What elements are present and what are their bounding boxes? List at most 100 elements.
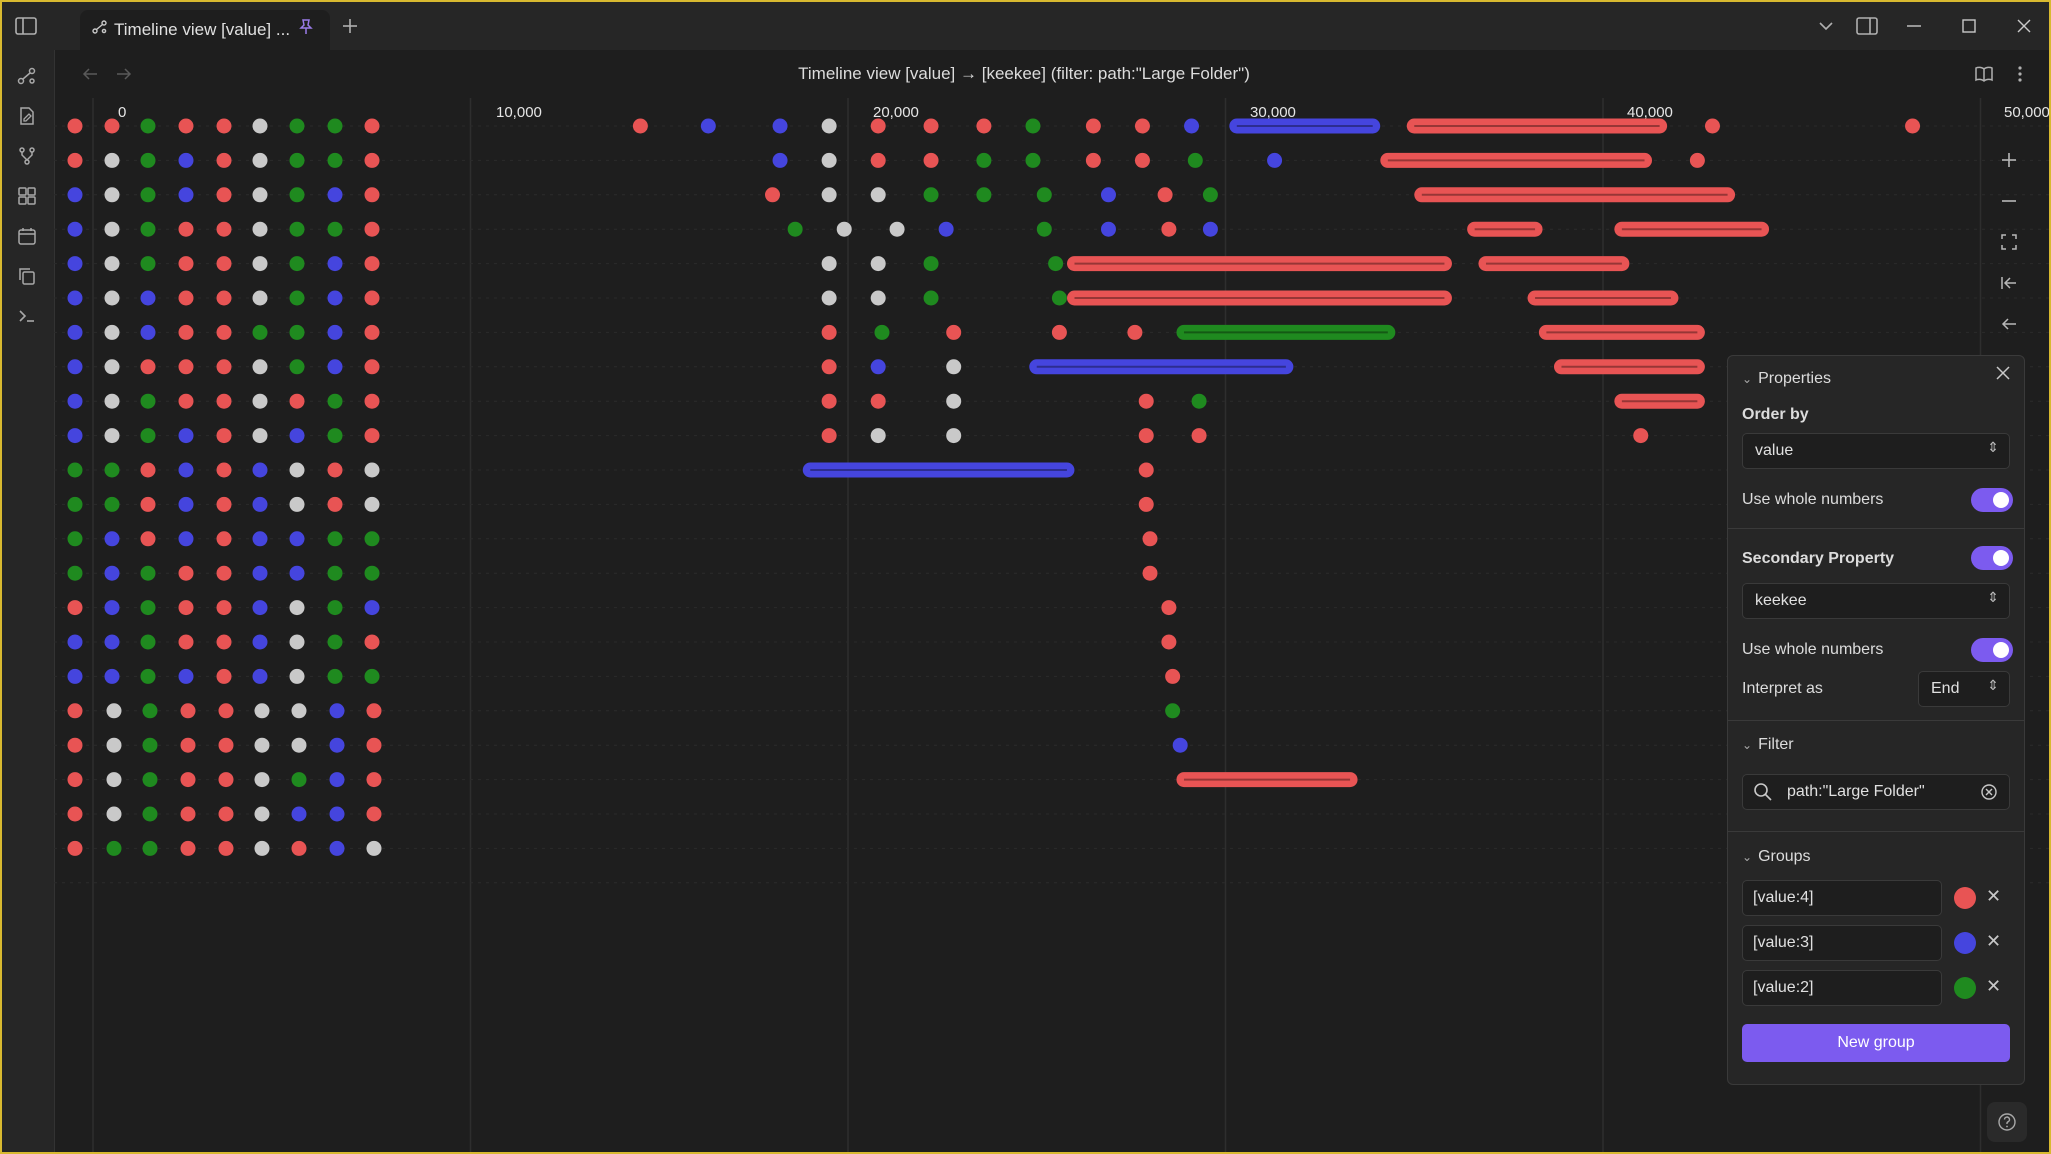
timeline-point[interactable]	[254, 772, 270, 788]
timeline-point[interactable]	[870, 393, 886, 409]
timeline-point[interactable]	[364, 324, 380, 340]
timeline-point[interactable]	[821, 256, 837, 272]
timeline-point[interactable]	[178, 462, 194, 478]
new-note-icon[interactable]	[15, 104, 39, 128]
timeline-point[interactable]	[366, 772, 382, 788]
timeline-point[interactable]	[364, 600, 380, 616]
timeline-point[interactable]	[67, 393, 83, 409]
timeline-point[interactable]	[364, 496, 380, 512]
graph-icon[interactable]	[15, 64, 39, 88]
timeline-point[interactable]	[1191, 428, 1207, 444]
timeline-point[interactable]	[364, 428, 380, 444]
timeline-point[interactable]	[216, 600, 232, 616]
timeline-point[interactable]	[252, 428, 268, 444]
timeline-point[interactable]	[289, 565, 305, 581]
timeline-range[interactable]	[1614, 393, 1705, 409]
timeline-point[interactable]	[104, 428, 120, 444]
tab-timeline[interactable]: Timeline view [value] ...	[80, 10, 330, 50]
timeline-range[interactable]	[1467, 221, 1543, 237]
pin-icon[interactable]	[298, 18, 314, 41]
timeline-point[interactable]	[1036, 187, 1052, 203]
timeline-point[interactable]	[254, 840, 270, 856]
timeline-point[interactable]	[140, 359, 156, 375]
timeline-point[interactable]	[67, 772, 83, 788]
timeline-point[interactable]	[364, 359, 380, 375]
timeline-point[interactable]	[178, 187, 194, 203]
remove-group-icon[interactable]: ✕	[1986, 931, 2002, 951]
timeline-point[interactable]	[178, 634, 194, 650]
timeline-point[interactable]	[327, 600, 343, 616]
group-query-input[interactable]: [value:4]	[1742, 880, 1942, 916]
timeline-point[interactable]	[67, 187, 83, 203]
timeline-point[interactable]	[104, 324, 120, 340]
group-query-input[interactable]: [value:3]	[1742, 925, 1942, 961]
timeline-point[interactable]	[923, 152, 939, 168]
timeline-point[interactable]	[252, 118, 268, 134]
timeline-point[interactable]	[104, 565, 120, 581]
timeline-point[interactable]	[140, 324, 156, 340]
timeline-point[interactable]	[178, 393, 194, 409]
timeline-point[interactable]	[1025, 152, 1041, 168]
timeline-point[interactable]	[291, 772, 307, 788]
timeline-point[interactable]	[327, 496, 343, 512]
timeline-point[interactable]	[252, 634, 268, 650]
timeline-point[interactable]	[329, 772, 345, 788]
timeline-point[interactable]	[67, 806, 83, 822]
timeline-point[interactable]	[821, 428, 837, 444]
timeline-point[interactable]	[364, 462, 380, 478]
timeline-range[interactable]	[1614, 221, 1770, 237]
timeline-point[interactable]	[216, 428, 232, 444]
timeline-point[interactable]	[104, 152, 120, 168]
timeline-point[interactable]	[216, 324, 232, 340]
zoom-out-icon[interactable]	[1988, 181, 2030, 221]
timeline-point[interactable]	[140, 221, 156, 237]
timeline-point[interactable]	[772, 152, 788, 168]
timeline-range[interactable]	[1553, 359, 1705, 375]
timeline-point[interactable]	[180, 840, 196, 856]
timeline-range[interactable]	[1067, 290, 1452, 306]
timeline-point[interactable]	[870, 290, 886, 306]
timeline-point[interactable]	[327, 290, 343, 306]
new-group-button[interactable]: New group	[1742, 1024, 2010, 1062]
timeline-point[interactable]	[1689, 152, 1705, 168]
timeline-point[interactable]	[291, 840, 307, 856]
timeline-point[interactable]	[889, 221, 905, 237]
timeline-point[interactable]	[140, 393, 156, 409]
timeline-point[interactable]	[67, 531, 83, 547]
timeline-point[interactable]	[216, 668, 232, 684]
timeline-point[interactable]	[104, 118, 120, 134]
timeline-point[interactable]	[104, 290, 120, 306]
timeline-point[interactable]	[1134, 118, 1150, 134]
timeline-point[interactable]	[923, 290, 939, 306]
timeline-point[interactable]	[216, 462, 232, 478]
timeline-point[interactable]	[140, 290, 156, 306]
timeline-point[interactable]	[104, 221, 120, 237]
arrow-right-icon[interactable]	[112, 62, 136, 86]
timeline-point[interactable]	[327, 668, 343, 684]
book-icon[interactable]	[1972, 62, 1996, 86]
fit-start-icon[interactable]	[1988, 263, 2030, 303]
timeline-point[interactable]	[140, 496, 156, 512]
timeline-point[interactable]	[327, 531, 343, 547]
timeline-point[interactable]	[106, 737, 122, 753]
timeline-point[interactable]	[1036, 221, 1052, 237]
timeline-range[interactable]	[1538, 324, 1705, 340]
timeline-point[interactable]	[289, 256, 305, 272]
timeline-point[interactable]	[327, 221, 343, 237]
timeline-point[interactable]	[142, 772, 158, 788]
timeline-point[interactable]	[1134, 152, 1150, 168]
zoom-in-icon[interactable]	[1988, 140, 2030, 180]
timeline-point[interactable]	[291, 806, 307, 822]
timeline-point[interactable]	[252, 393, 268, 409]
timeline-point[interactable]	[1905, 118, 1921, 134]
timeline-point[interactable]	[254, 806, 270, 822]
copy-icon[interactable]	[15, 264, 39, 288]
timeline-range[interactable]	[1406, 118, 1668, 134]
timeline-range[interactable]	[802, 462, 1075, 478]
secondary-property-toggle[interactable]	[1971, 546, 2013, 570]
timeline-point[interactable]	[104, 359, 120, 375]
timeline-canvas[interactable]: 0 10,000 20,000 30,000 40,000 50,000	[54, 98, 2051, 1154]
timeline-point[interactable]	[1085, 152, 1101, 168]
timeline-point[interactable]	[1161, 221, 1177, 237]
timeline-point[interactable]	[140, 187, 156, 203]
